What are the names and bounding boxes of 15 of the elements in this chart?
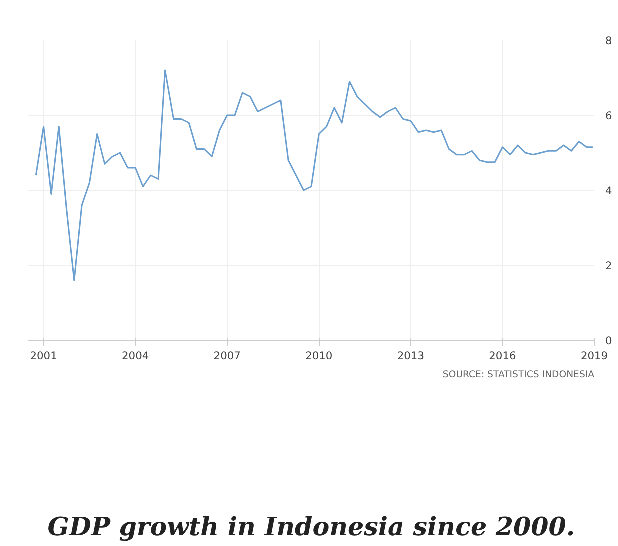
x-tick-label: 2007	[214, 350, 241, 362]
x-tick-label: 2010	[306, 350, 333, 362]
y-tick-label: 4	[606, 184, 612, 198]
source-note: SOURCE: STATISTICS INDONESIA	[442, 370, 596, 380]
x-tick-label: 2004	[122, 350, 150, 362]
y-tick-label: 8	[606, 34, 612, 48]
x-tick-label: 2001	[30, 350, 58, 362]
y-tick-label: 0	[606, 334, 612, 348]
x-tick-label: 2016	[489, 350, 516, 362]
y-tick-label: 6	[606, 110, 612, 122]
x-tick-label: 2019	[580, 350, 608, 362]
line-series	[35, 70, 594, 282]
y-tick-label: 2	[606, 260, 612, 272]
text: GDP growth in Indonesia since 2000.	[48, 512, 576, 542]
x-tick-label: 2013	[397, 350, 424, 362]
